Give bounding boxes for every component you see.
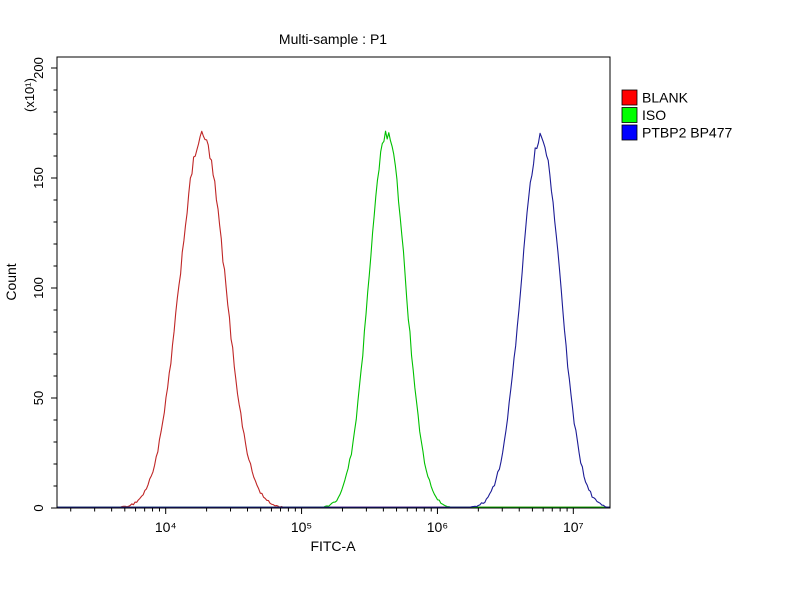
curve-iso xyxy=(57,130,610,508)
y-tick-label: 50 xyxy=(31,391,46,405)
y-tick-label: 0 xyxy=(31,504,46,511)
y-tick-label: 200 xyxy=(31,57,46,79)
legend-label-iso: ISO xyxy=(642,107,666,123)
x-tick-label: 10⁶ xyxy=(427,519,448,535)
legend-swatch-ptbp2-bp477 xyxy=(621,124,638,141)
y-axis-multiplier: (x10¹) xyxy=(22,78,37,112)
legend-swatch-iso xyxy=(621,107,638,123)
chart-title: Multi-sample : P1 xyxy=(279,31,387,47)
legend-swatch-blank xyxy=(621,89,638,106)
x-tick-label: 10⁴ xyxy=(155,519,177,535)
x-tick-label: 10⁷ xyxy=(563,519,584,535)
legend-label-ptbp2-bp477: PTBP2 BP477 xyxy=(642,125,732,141)
curve-blank xyxy=(57,130,610,508)
y-tick-label: 150 xyxy=(31,167,46,189)
y-tick-label: 100 xyxy=(31,277,46,299)
x-tick-label: 10⁵ xyxy=(291,519,312,535)
x-axis-label: FITC-A xyxy=(310,538,356,554)
legend-label-blank: BLANK xyxy=(642,90,689,106)
plot-area-border xyxy=(56,56,611,509)
y-axis-label: Count xyxy=(3,263,19,300)
curve-ptbp2-bp477 xyxy=(57,132,610,508)
